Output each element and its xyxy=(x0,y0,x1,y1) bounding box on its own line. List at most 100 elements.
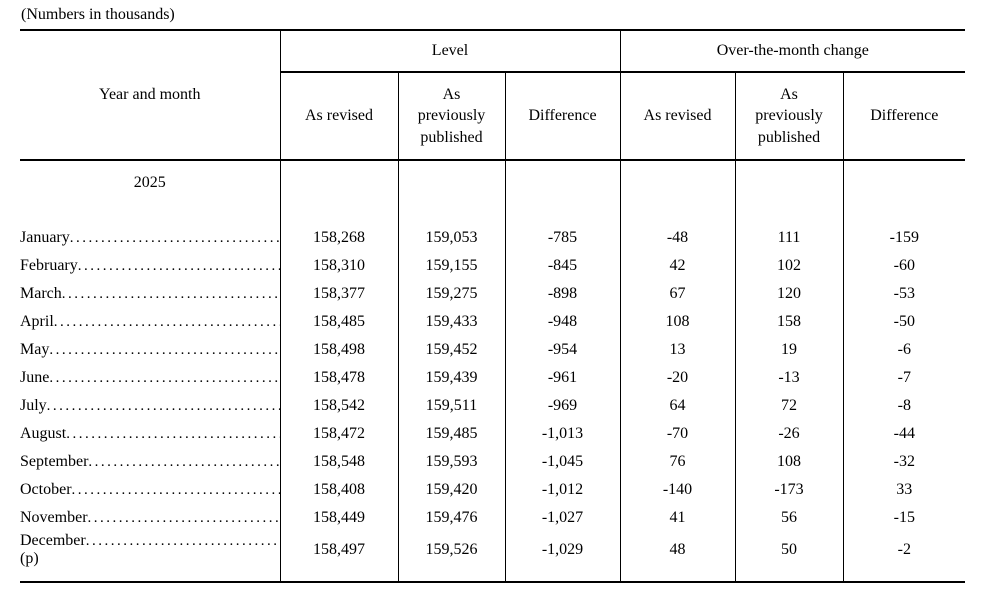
value-cell: 158,548 xyxy=(279,448,398,476)
value-cell: 159,511 xyxy=(397,392,505,420)
month-label: June xyxy=(20,369,50,386)
month-label: April xyxy=(20,313,54,330)
value-cell: 159,452 xyxy=(397,336,505,364)
dot-leader xyxy=(49,341,279,359)
revision-table: Year and month Level Over-the-month chan… xyxy=(20,29,966,583)
group-header-row: Year and month Level Over-the-month chan… xyxy=(20,30,966,161)
value-cell: -1,012 xyxy=(504,476,621,504)
value-cell: 158,268 xyxy=(279,224,398,252)
value-cell: -70 xyxy=(619,420,736,448)
empty-cell xyxy=(842,160,966,204)
month-cell: October xyxy=(20,476,280,504)
empty-cell xyxy=(619,160,736,204)
value-cell: -954 xyxy=(504,336,621,364)
value-cell: -60 xyxy=(842,252,966,280)
value-cell: 159,155 xyxy=(397,252,505,280)
empty-cell xyxy=(734,568,844,582)
value-cell: -845 xyxy=(504,252,621,280)
value-cell: 33 xyxy=(842,476,966,504)
value-cell: 48 xyxy=(619,532,736,568)
value-cell: 120 xyxy=(734,280,844,308)
value-cell: 19 xyxy=(734,336,844,364)
year-label: 2025 xyxy=(133,173,166,191)
month-cell: August xyxy=(20,420,280,448)
month-cell: November xyxy=(20,504,280,532)
empty-cell xyxy=(504,568,621,582)
value-cell: 108 xyxy=(619,308,736,336)
month-label: November xyxy=(20,509,88,526)
empty-cell xyxy=(279,568,398,582)
value-cell: -50 xyxy=(842,308,966,336)
value-cell: -48 xyxy=(619,224,736,252)
dot-leader xyxy=(88,453,279,471)
dot-leader xyxy=(88,509,280,527)
value-cell: -898 xyxy=(504,280,621,308)
empty-cell xyxy=(20,568,280,582)
month-label: July xyxy=(20,397,47,414)
value-cell: -140 xyxy=(619,476,736,504)
value-cell: -785 xyxy=(504,224,621,252)
month-cell: December (p) xyxy=(20,532,280,568)
sub-header-otm-as-revised: As revised xyxy=(619,72,736,161)
value-cell: 111 xyxy=(734,224,844,252)
month-cell: June xyxy=(20,364,280,392)
value-cell: -173 xyxy=(734,476,844,504)
sub-header-level-difference: Difference xyxy=(504,72,621,161)
value-cell: 76 xyxy=(619,448,736,476)
value-cell: 158,497 xyxy=(279,532,398,568)
value-cell: -1,013 xyxy=(504,420,621,448)
value-cell: 158,478 xyxy=(279,364,398,392)
empty-cell xyxy=(397,204,505,224)
value-cell: 102 xyxy=(734,252,844,280)
empty-cell xyxy=(619,204,736,224)
empty-cell xyxy=(504,204,621,224)
value-cell: -1,029 xyxy=(504,532,621,568)
value-cell: 159,476 xyxy=(397,504,505,532)
month-label: August xyxy=(20,425,67,442)
sub-header-level-as-revised: As revised xyxy=(279,72,398,161)
month-cell: February xyxy=(20,252,280,280)
empty-cell xyxy=(734,160,844,204)
value-cell: 158,542 xyxy=(279,392,398,420)
empty-cell xyxy=(504,160,621,204)
month-label: February xyxy=(20,257,78,274)
value-cell: 56 xyxy=(734,504,844,532)
empty-cell xyxy=(397,160,505,204)
value-cell: 67 xyxy=(619,280,736,308)
empty-cell xyxy=(279,204,398,224)
value-cell: -26 xyxy=(734,420,844,448)
value-cell: -44 xyxy=(842,420,966,448)
value-cell: -159 xyxy=(842,224,966,252)
value-cell: -1,027 xyxy=(504,504,621,532)
month-cell: July xyxy=(20,392,280,420)
dot-leader xyxy=(47,397,280,415)
value-cell: -948 xyxy=(504,308,621,336)
month-label: January xyxy=(20,229,70,246)
empty-cell xyxy=(619,568,736,582)
value-cell: -8 xyxy=(842,392,966,420)
value-cell: 159,420 xyxy=(397,476,505,504)
group-header-otm-change: Over-the-month change xyxy=(619,30,966,73)
value-cell: 158,498 xyxy=(279,336,398,364)
value-cell: -961 xyxy=(504,364,621,392)
month-cell: May xyxy=(20,336,280,364)
value-cell: 158,472 xyxy=(279,420,398,448)
value-cell: -20 xyxy=(619,364,736,392)
value-cell: 159,526 xyxy=(397,532,505,568)
month-cell: January xyxy=(20,224,280,252)
value-cell: 159,593 xyxy=(397,448,505,476)
month-cell: April xyxy=(20,308,280,336)
value-cell: 50 xyxy=(734,532,844,568)
value-cell: -15 xyxy=(842,504,966,532)
dot-leader xyxy=(72,481,280,499)
value-cell: -1,045 xyxy=(504,448,621,476)
month-label: May xyxy=(20,341,50,358)
